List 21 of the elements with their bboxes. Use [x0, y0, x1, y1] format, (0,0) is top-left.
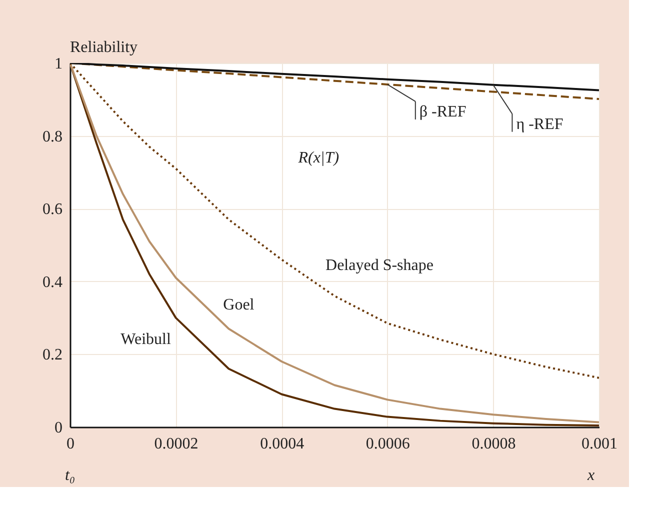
x-tick-label: 0.0008	[472, 436, 516, 452]
text: t₀	[64, 467, 76, 484]
series-label: η -REF	[516, 116, 564, 133]
x-tick-label: 0.001	[582, 436, 618, 452]
series-label: Weibull	[120, 330, 172, 348]
y-tick-label: 1	[54, 56, 62, 72]
x-tick-label: 0.0006	[366, 436, 410, 452]
text: x	[586, 467, 595, 484]
y-tick-label: 0.8	[42, 128, 62, 146]
y-axis-title: Reliability	[70, 39, 138, 56]
x-tick-label: 0.0002	[154, 436, 198, 452]
series-label: β -REF	[419, 103, 466, 120]
annotation: R(x|T)	[297, 150, 340, 167]
series-label: Goel	[223, 296, 255, 314]
y-tick-label: 0.2	[42, 346, 62, 364]
series-label: Delayed S-shape	[326, 256, 434, 274]
y-tick-label: 0	[54, 420, 62, 436]
y-tick-label: 0.6	[42, 201, 62, 218]
y-tick-label: 0.4	[42, 274, 62, 291]
x-tick-label: 0.0004	[260, 436, 304, 452]
x-tick-label: 0	[66, 436, 74, 452]
